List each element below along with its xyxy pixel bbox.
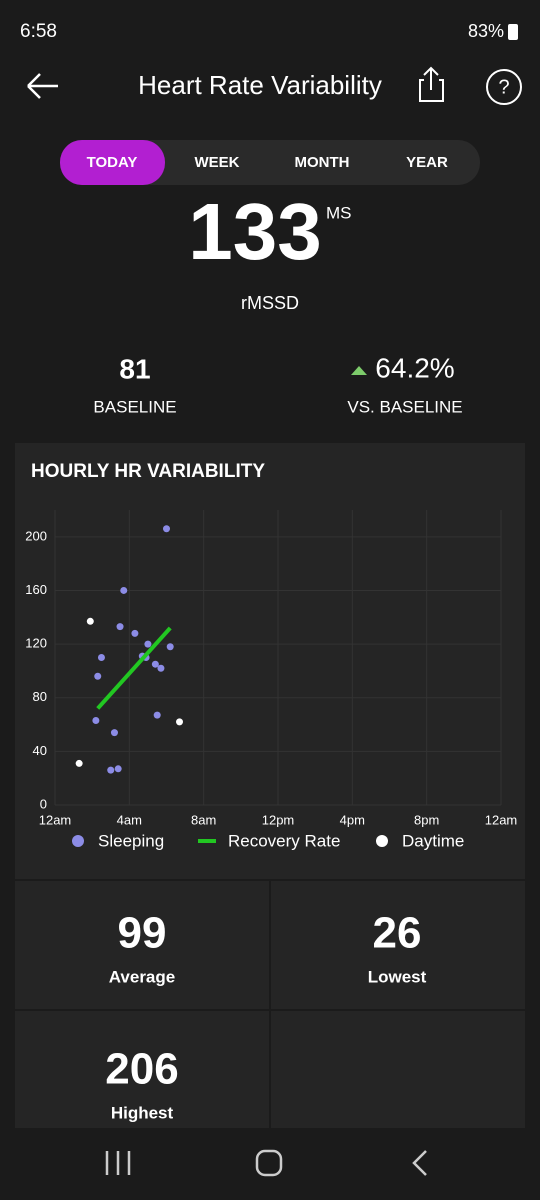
legend-swatch: [376, 835, 388, 847]
tab[interactable]: MONTH: [295, 154, 350, 171]
tab[interactable]: TODAY: [87, 154, 138, 171]
data-point: [114, 765, 122, 773]
nav-recents[interactable]: [105, 1151, 131, 1175]
help-button[interactable]: ?: [486, 69, 522, 105]
data-point: [144, 640, 152, 648]
legend-label: Sleeping: [98, 831, 164, 850]
x-tick-label: 8am: [191, 812, 216, 827]
legend-label: Recovery Rate: [228, 831, 340, 850]
x-tick-label: 12am: [485, 812, 518, 827]
tab-bar: [60, 140, 480, 185]
data-point: [176, 718, 184, 726]
data-point: [153, 711, 161, 719]
baseline-label: BASELINE: [93, 397, 176, 416]
up-arrow: [351, 366, 367, 375]
nav-back[interactable]: [412, 1150, 427, 1176]
data-point: [75, 759, 83, 767]
y-tick-label: 0: [40, 796, 47, 811]
stat-label: Lowest: [368, 967, 427, 986]
tab[interactable]: WEEK: [195, 154, 240, 171]
baseline-value: 81: [119, 353, 150, 384]
stat-value: 206: [105, 1045, 178, 1094]
svg-text:?: ?: [498, 76, 509, 98]
chart-title: HOURLY HR VARIABILITY: [31, 461, 265, 482]
x-tick-label: 12am: [39, 812, 72, 827]
trend-line: [96, 626, 172, 710]
tab-active: [60, 140, 165, 185]
data-point: [116, 623, 124, 631]
hrv-value: 133: [188, 187, 321, 276]
tab[interactable]: YEAR: [406, 154, 448, 171]
data-point: [120, 586, 128, 594]
data-point: [131, 629, 139, 637]
stat-value: 99: [118, 909, 167, 958]
data-point: [157, 664, 165, 672]
x-tick-label: 12pm: [262, 812, 295, 827]
status-time: 6:58: [20, 21, 57, 42]
data-point: [151, 660, 159, 668]
y-tick-label: 40: [33, 743, 47, 758]
back-button[interactable]: [27, 73, 58, 99]
y-tick-label: 120: [25, 636, 47, 651]
change-value: 64.2%: [375, 352, 454, 383]
legend-swatch: [72, 835, 84, 847]
metric-label: rMSSD: [241, 293, 299, 313]
y-tick-label: 200: [25, 528, 47, 543]
page-title: Heart Rate Variability: [138, 70, 382, 100]
x-tick-label: 8pm: [414, 812, 439, 827]
stat-value: 26: [373, 909, 422, 958]
stat-label: Highest: [111, 1103, 174, 1122]
status-battery: 83%: [468, 21, 504, 41]
data-point: [110, 729, 118, 737]
battery-icon: [508, 24, 518, 40]
data-point: [97, 654, 105, 661]
x-tick-label: 4pm: [340, 812, 365, 827]
share-button[interactable]: [419, 66, 444, 102]
x-tick-label: 4am: [117, 812, 142, 827]
y-tick-label: 80: [33, 689, 47, 704]
stat-label: Average: [109, 967, 175, 986]
legend-label: Daytime: [402, 831, 464, 850]
data-point: [166, 643, 174, 651]
change-label: VS. BASELINE: [347, 397, 462, 416]
data-point: [94, 672, 102, 680]
data-point: [107, 766, 115, 774]
nav-home[interactable]: [255, 1149, 283, 1177]
data-point: [86, 617, 94, 625]
data-point: [92, 717, 100, 725]
hrv-unit: MS: [326, 203, 352, 222]
y-tick-label: 160: [25, 582, 47, 597]
data-point: [163, 525, 170, 533]
